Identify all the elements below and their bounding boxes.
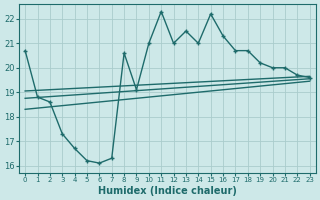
X-axis label: Humidex (Indice chaleur): Humidex (Indice chaleur) [98,186,237,196]
